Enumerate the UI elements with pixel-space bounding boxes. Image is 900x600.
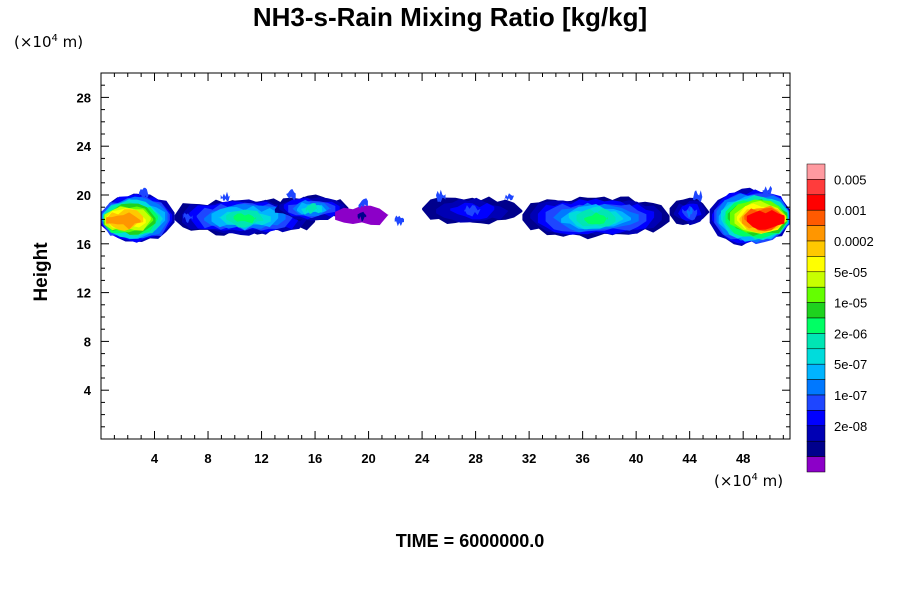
x-tick-label: 36 (575, 451, 589, 466)
x-tick-label: 16 (308, 451, 322, 466)
y-tick-label: 28 (77, 90, 91, 105)
y-tick-label: 20 (77, 188, 91, 203)
x-tick-label: 20 (361, 451, 375, 466)
contour-level (746, 210, 785, 230)
colorbar-label: 0.005 (834, 172, 867, 187)
colorbar-swatch (806, 209, 826, 226)
colorbar: 0.005 0.001 0.0002 5e-05 1e-05 2e-06 5e-07 1e-0… (806, 163, 874, 473)
contour-fragment (220, 191, 231, 202)
x-tick-label: 32 (522, 451, 536, 466)
y-unit-exponent: 4 (51, 33, 58, 44)
contour-fragment (183, 212, 193, 224)
x-tick-label: 40 (629, 451, 643, 466)
colorbar-swatch (806, 440, 826, 457)
colorbar-swatch (806, 363, 826, 380)
contour-fragment (286, 189, 296, 201)
contour-fragment (139, 187, 149, 199)
contour-level (357, 211, 367, 222)
y-tick-label: 16 (77, 237, 91, 252)
contour-fragment (358, 198, 368, 209)
colorbar-label: 5e-05 (834, 265, 867, 280)
y-tick-label: 12 (77, 286, 91, 301)
colorbar-swatch (806, 317, 826, 334)
contour-level (464, 205, 481, 217)
colorbar-label: 0.0002 (834, 234, 874, 249)
contour-level (305, 203, 318, 214)
colorbar-swatch (806, 240, 826, 257)
x-unit-prefix: (×10 (714, 472, 752, 490)
y-axis-unit: (×104 m) (14, 33, 83, 51)
colorbar-swatch (806, 410, 826, 427)
y-unit-suffix: m) (57, 33, 84, 51)
contour-field (101, 185, 790, 246)
x-tick-label: 48 (736, 451, 750, 466)
contour-fragment (693, 190, 703, 203)
contour-fragment (504, 193, 514, 201)
colorbar-swatch (806, 348, 826, 365)
colorbar-swatch (806, 333, 826, 350)
x-tick-label: 44 (682, 451, 697, 466)
x-unit-suffix: m) (757, 472, 784, 490)
x-axis-unit: (×104 m) (714, 472, 783, 490)
colorbar-label: 1e-07 (834, 388, 867, 403)
y-tick-label: 4 (84, 383, 92, 398)
colorbar-swatch (806, 163, 826, 180)
contour-fragment (436, 189, 446, 203)
contour-level (106, 212, 141, 230)
colorbar-label: 2e-08 (834, 419, 867, 434)
x-tick-label: 28 (468, 451, 482, 466)
contour-fragment (394, 215, 404, 227)
colorbar-swatch (806, 425, 826, 442)
colorbar-swatch (806, 286, 826, 303)
x-tick-label: 4 (151, 451, 159, 466)
x-unit-exponent: 4 (751, 472, 758, 483)
y-tick-label: 8 (84, 334, 91, 349)
x-tick-label: 12 (254, 451, 268, 466)
colorbar-swatch (806, 271, 826, 288)
colorbar-swatch (806, 394, 826, 411)
colorbar-swatch (806, 225, 826, 242)
colorbar-label: 2e-06 (834, 326, 867, 341)
colorbar-label: 5e-07 (834, 357, 867, 372)
contour-fragment (762, 185, 772, 196)
colorbar-swatch (806, 379, 826, 396)
plot-frame (100, 72, 791, 440)
colorbar-swatch (806, 456, 826, 473)
colorbar-swatch (806, 194, 826, 211)
x-tick-label: 8 (204, 451, 211, 466)
colorbar-swatch (806, 256, 826, 273)
colorbar-swatch (806, 302, 826, 319)
colorbar-label: 1e-05 (834, 296, 867, 311)
colorbar-label: 0.001 (834, 203, 867, 218)
colorbar-swatch (806, 179, 826, 196)
contour-level (584, 212, 608, 225)
chart-title: NH3-s-Rain Mixing Ratio [kg/kg] (252, 2, 648, 32)
contour-level (686, 206, 693, 218)
time-label: TIME = 6000000.0 (395, 531, 545, 551)
contour-level (233, 213, 257, 224)
x-tick-label: 24 (415, 451, 430, 466)
y-tick-label: 24 (77, 139, 92, 154)
y-unit-prefix: (×10 (14, 33, 52, 51)
